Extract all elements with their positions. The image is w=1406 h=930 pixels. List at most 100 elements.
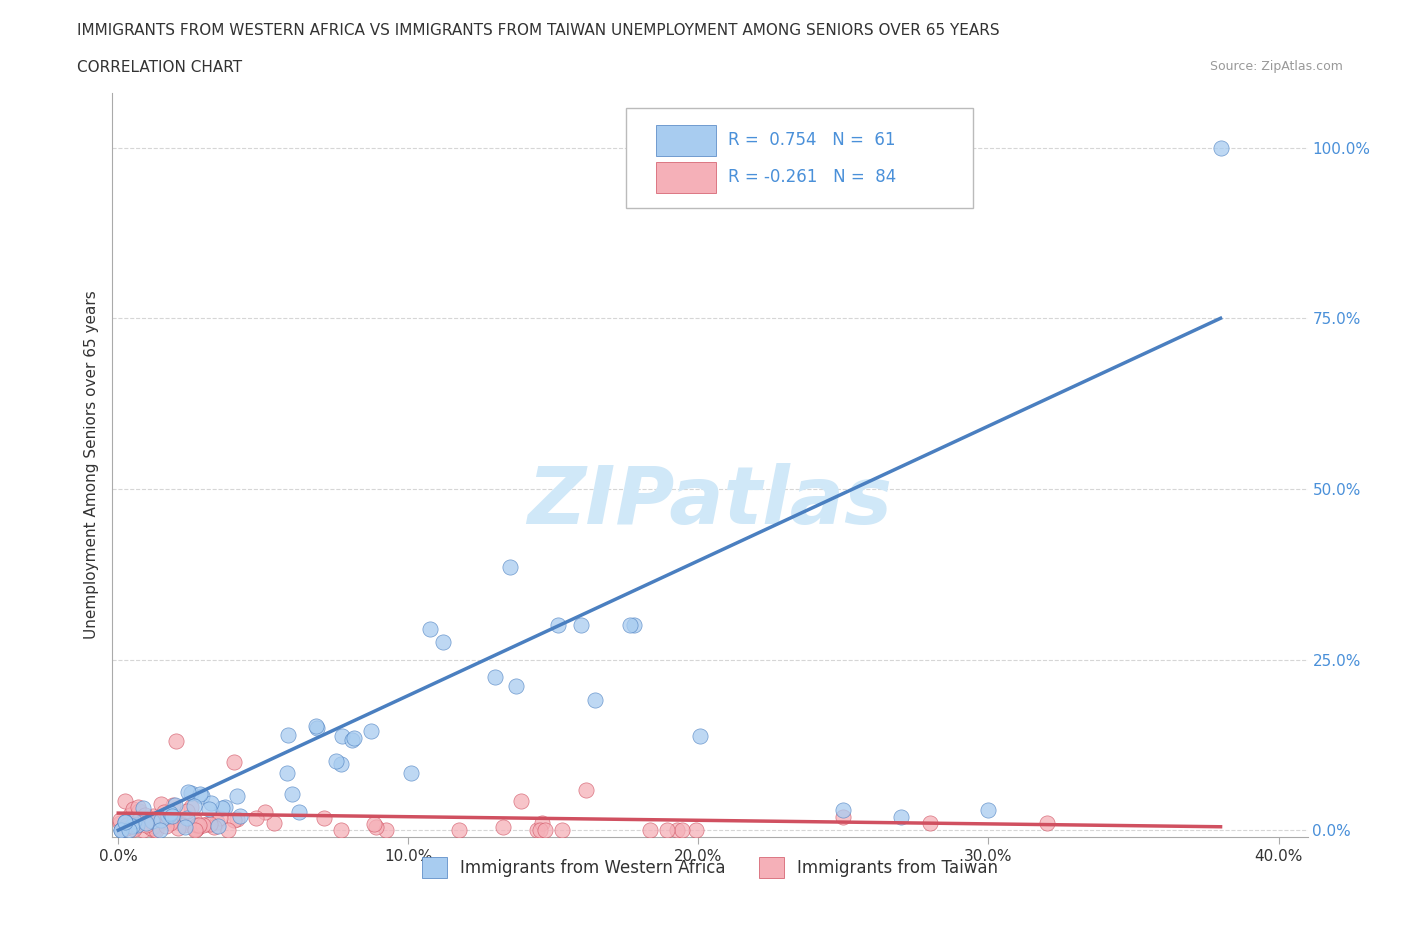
Point: [1035, 816, 1057, 830]
Point: [180, 786, 202, 801]
Point: [207, 819, 229, 834]
Point: [135, 816, 157, 830]
Point: [112, 821, 135, 836]
Point: [124, 817, 146, 831]
Point: [363, 817, 385, 831]
Y-axis label: Unemployment Among Seniors over 65 years: Unemployment Among Seniors over 65 years: [83, 291, 98, 640]
Point: [127, 814, 149, 829]
Point: [583, 693, 606, 708]
Point: [134, 807, 156, 822]
Point: [214, 800, 236, 815]
Point: [526, 823, 548, 838]
Point: [145, 822, 167, 837]
Point: [575, 783, 598, 798]
Point: [183, 798, 205, 813]
Point: [340, 733, 363, 748]
Point: [176, 811, 198, 826]
Point: [329, 756, 352, 771]
Point: [118, 807, 141, 822]
Point: [110, 823, 132, 838]
Point: [122, 817, 145, 832]
Point: [108, 816, 131, 830]
Point: [132, 822, 155, 837]
Point: [173, 817, 195, 832]
Point: [127, 800, 149, 815]
Point: [156, 807, 179, 822]
Point: [188, 787, 211, 802]
Text: CORRELATION CHART: CORRELATION CHART: [77, 60, 242, 75]
Point: [623, 618, 645, 632]
Text: R =  0.754   N =  61: R = 0.754 N = 61: [728, 131, 896, 149]
Point: [484, 669, 506, 684]
Point: [509, 793, 531, 808]
Point: [211, 800, 233, 815]
Point: [832, 809, 855, 824]
Point: [150, 812, 173, 827]
Point: [159, 806, 181, 821]
Point: [166, 821, 188, 836]
Point: [141, 808, 163, 823]
Point: [186, 818, 208, 833]
Point: [177, 785, 200, 800]
Point: [198, 802, 221, 817]
Point: [277, 727, 299, 742]
Point: [187, 817, 209, 832]
Point: [142, 822, 165, 837]
Point: [159, 811, 181, 826]
Point: [159, 805, 181, 820]
Point: [1209, 140, 1232, 155]
Point: [117, 819, 139, 834]
Point: [281, 787, 304, 802]
Point: [209, 810, 232, 825]
Point: [132, 801, 155, 816]
Point: [449, 823, 471, 838]
Point: [143, 818, 166, 833]
Point: [638, 823, 661, 838]
FancyBboxPatch shape: [657, 125, 716, 156]
Point: [149, 813, 172, 828]
Point: [202, 819, 225, 834]
Point: [193, 817, 215, 832]
Point: [159, 816, 181, 830]
Point: [689, 728, 711, 743]
Point: [149, 796, 172, 811]
Point: [165, 734, 187, 749]
Point: [169, 816, 191, 830]
Point: [187, 819, 209, 834]
Point: [145, 810, 167, 825]
Point: [399, 765, 422, 780]
Point: [180, 800, 202, 815]
Point: [128, 804, 150, 819]
Point: [224, 754, 246, 769]
Point: [531, 816, 554, 830]
Point: [288, 804, 311, 819]
Point: [195, 817, 218, 832]
Point: [920, 816, 942, 830]
Point: [254, 804, 277, 819]
Point: [110, 813, 132, 828]
Point: [325, 753, 347, 768]
Point: [671, 823, 693, 838]
Point: [619, 618, 641, 632]
Point: [124, 819, 146, 834]
Point: [890, 809, 912, 824]
Point: [114, 793, 136, 808]
Point: [224, 812, 246, 827]
Point: [492, 819, 515, 834]
Point: [375, 823, 398, 838]
Point: [330, 728, 353, 743]
FancyBboxPatch shape: [627, 108, 973, 208]
Point: [174, 819, 197, 834]
Point: [263, 815, 285, 830]
Point: [330, 823, 353, 838]
Point: [114, 815, 136, 830]
Point: [139, 821, 162, 836]
Point: [226, 789, 249, 804]
Point: [162, 798, 184, 813]
Point: [117, 817, 139, 832]
Point: [125, 817, 148, 832]
Point: [153, 814, 176, 829]
Point: [571, 618, 593, 632]
Point: [186, 822, 208, 837]
Point: [191, 789, 214, 804]
